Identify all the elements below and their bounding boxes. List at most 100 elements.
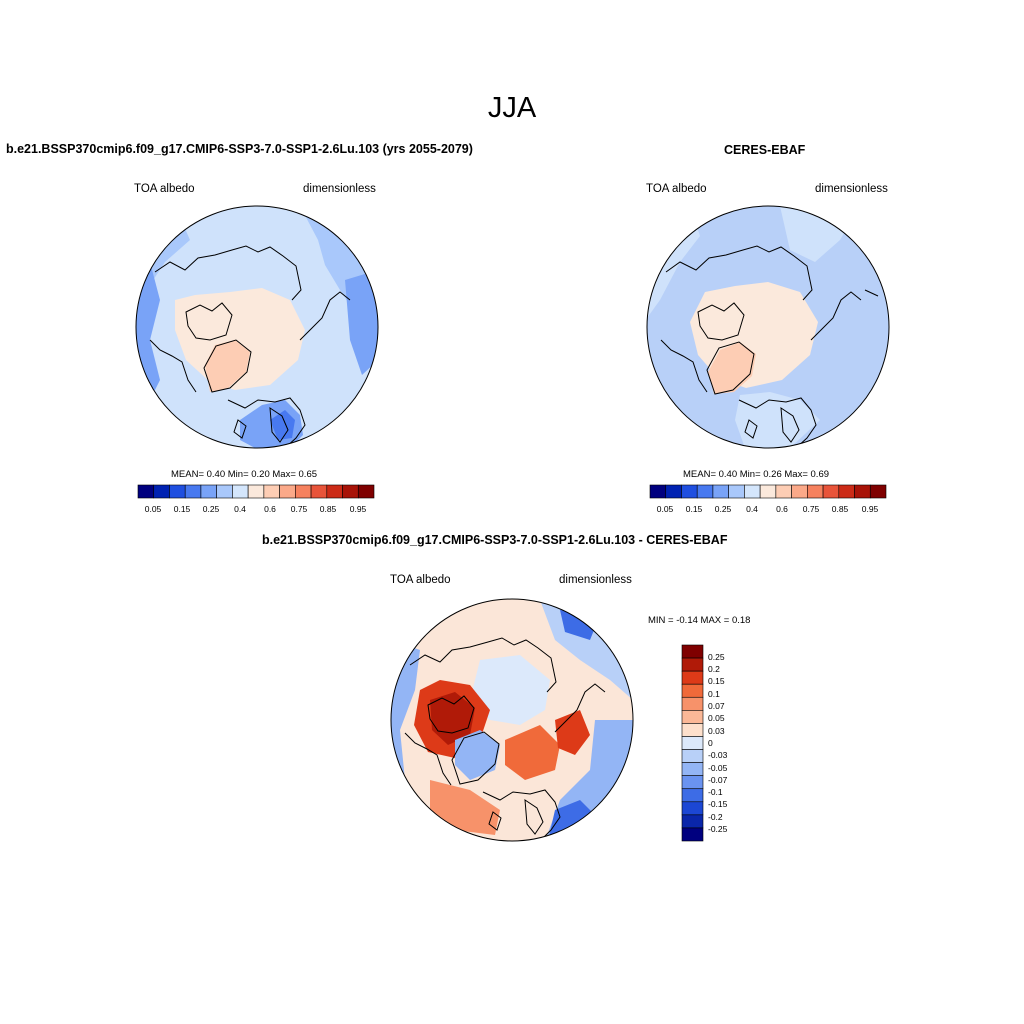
map-3-frame [390,598,634,842]
colorbar-1-swatch [326,484,343,499]
colorbar-1-swatch [200,484,217,499]
colorbar-1-tick: 0.75 [290,504,308,514]
panel-1-stats: MEAN= 0.40 Min= 0.20 Max= 0.65 [171,469,318,480]
colorbar-3-tick: -0.25 [708,824,728,834]
colorbar-1-swatch [216,484,233,499]
colorbar-2-swatch [681,484,698,499]
colorbar-3-swatch [681,644,704,659]
colorbar-2-swatch [807,484,824,499]
panel-3-stats: MIN = -0.14 MAX = 0.18 [648,615,751,626]
colorbar-3-tick: 0.1 [708,689,720,699]
colorbar-3-swatch [681,827,704,842]
map-1-region-scandinavia [270,410,295,440]
map-1-frame [135,205,379,449]
colorbar-1 [137,484,375,499]
colorbar-1-tick: 0.4 [234,504,246,514]
colorbar-1-swatch [279,484,296,499]
colorbar-2-swatch [759,484,777,499]
colorbar-2-swatch [712,484,729,499]
colorbar-1-swatch [357,484,375,499]
colorbar-2-swatch [791,484,808,499]
colorbar-3-tick: -0.1 [708,787,723,797]
colorbar-2-tick: 0.95 [861,504,879,514]
colorbar-1-swatch [137,484,155,499]
panel-1-title: b.e21.BSSP370cmip6.f09_g17.CMIP6-SSP3-7.… [6,142,473,156]
map-1-greenland [205,340,250,392]
colorbar-3-swatch [681,814,704,829]
colorbar-2-swatch [838,484,855,499]
colorbar-1-swatch [263,484,280,499]
colorbar-1-swatch [153,484,170,499]
panel-3-units-label: dimensionless [559,574,632,586]
colorbar-1-swatch [232,484,249,499]
map-3-region-siberia-pos [555,710,590,755]
colorbar-3-tick: 0.25 [708,652,725,662]
map-1-region-east-low [345,270,378,375]
colorbar-1-tick: 0.6 [264,504,276,514]
panel-3-variable-label: TOA albedo [390,574,451,586]
colorbar-3-tick: 0.15 [708,676,725,686]
panel-2-stats: MEAN= 0.40 Min= 0.26 Max= 0.69 [683,469,830,480]
colorbar-3-tick: -0.2 [708,812,723,822]
colorbar-2-swatch [822,484,840,499]
colorbar-2-swatch [665,484,682,499]
map-3-region-south-pos [430,780,500,835]
colorbar-2-swatch [744,484,761,499]
map-2-polar-plot [646,205,890,449]
colorbar-1-tick: 0.15 [173,504,191,514]
colorbar-1-swatch [169,484,186,499]
colorbar-3-swatch [681,788,704,803]
map-3-region-arctic-neg [470,655,550,725]
map-3-region-greenland-neg [455,730,500,780]
colorbar-2-tick: 0.85 [831,504,849,514]
colorbar-3-tick: 0.07 [708,701,725,711]
colorbar-3-swatch [681,696,704,711]
map-3-coastlines [404,637,606,841]
map-3-region-central-pos [505,725,560,780]
colorbar-2-swatch [854,484,871,499]
colorbar-3-swatch [681,762,704,776]
colorbar-3-swatch [681,749,704,763]
colorbar-1-swatch [310,484,328,499]
colorbar-1-tick: 0.85 [319,504,337,514]
colorbar-3-tick: 0.03 [708,726,725,736]
map-2-coastlines [660,245,879,448]
colorbar-3-tick: 0.05 [708,713,725,723]
panel-3-title: b.e21.BSSP370cmip6.f09_g17.CMIP6-SSP3-7.… [262,533,728,547]
colorbar-3-tick: -0.03 [708,750,728,760]
colorbar-3-tick: -0.05 [708,763,728,773]
colorbar-2-tick: 0.15 [685,504,703,514]
colorbar-3-tick: -0.15 [708,799,728,809]
colorbar-2-swatch [696,484,714,499]
colorbar-3-tick: 0 [708,738,713,748]
colorbar-3-swatch [681,723,704,737]
map-1-coastlines [149,245,351,448]
map-3-polar-plot [390,598,634,842]
colorbar-3-tick: 0.2 [708,664,720,674]
colorbar-2-tick: 0.05 [656,504,674,514]
panel-1-units-label: dimensionless [303,183,376,195]
colorbar-3-swatch [681,775,704,790]
colorbar-2-tick: 0.75 [802,504,820,514]
colorbar-1-swatch [184,484,202,499]
colorbar-2-swatch [728,484,745,499]
colorbar-1-swatch [295,484,312,499]
colorbar-3-swatch [681,736,704,750]
colorbar-2-tick: 0.25 [714,504,732,514]
colorbar-1-swatch [247,484,265,499]
colorbar-2-swatch [869,484,887,499]
colorbar-2-swatch [775,484,792,499]
map-2-region-europe [735,392,820,448]
colorbar-3-swatch [681,801,704,816]
colorbar-3-swatch [681,657,704,672]
panel-1-variable-label: TOA albedo [134,183,195,195]
map-2-greenland [708,342,756,394]
colorbar-1-swatch [342,484,359,499]
colorbar-3 [681,644,704,842]
colorbar-1-tick: 0.95 [349,504,367,514]
colorbar-1-tick: 0.05 [144,504,162,514]
colorbar-3-swatch [681,710,704,724]
panel-2-units-label: dimensionless [815,183,888,195]
colorbar-1-tick: 0.25 [202,504,220,514]
